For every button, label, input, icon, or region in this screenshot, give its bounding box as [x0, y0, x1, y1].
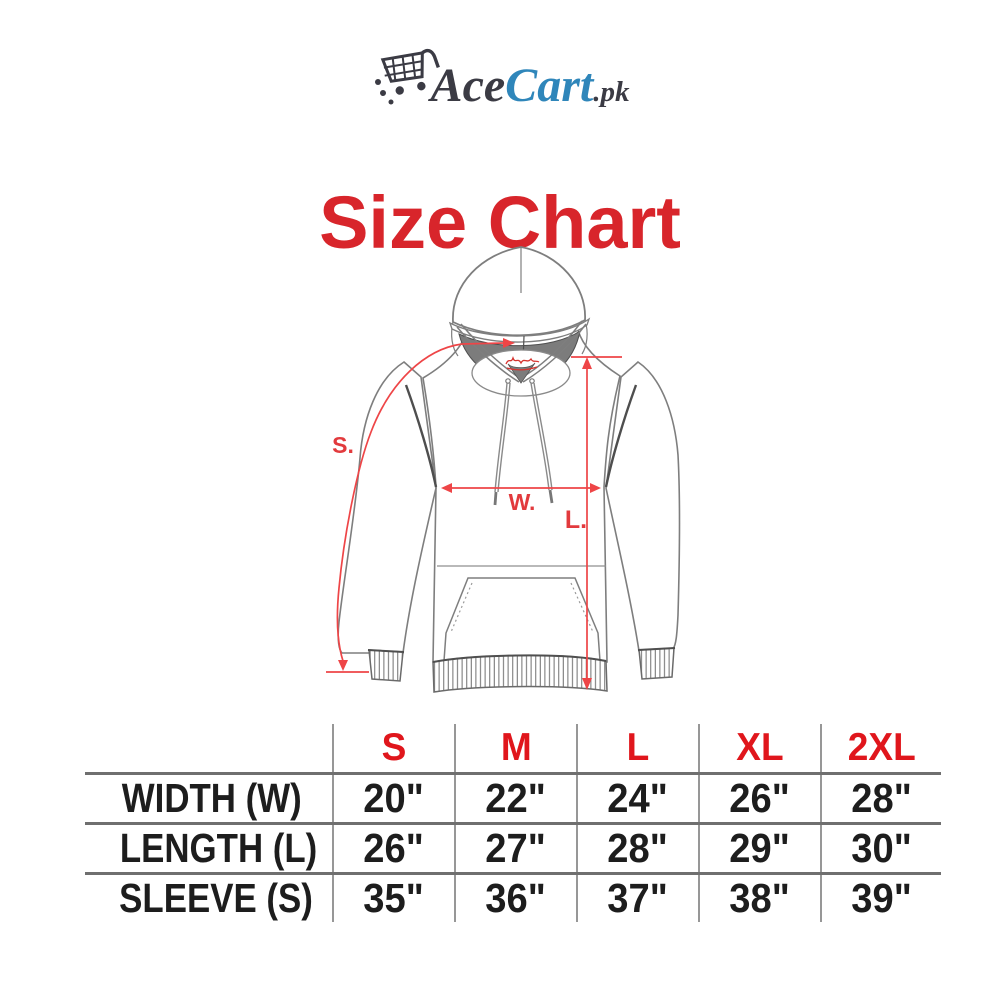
left-grommet — [505, 378, 511, 384]
kangaroo-pocket — [443, 577, 601, 662]
hem-ribbing — [432, 654, 608, 693]
brand-wordmark: AceCart.pk — [431, 62, 630, 110]
cell-value: 36" — [485, 875, 547, 921]
row-label: LENGTH (L) — [119, 825, 318, 871]
column-header-label: 2XL — [847, 726, 916, 769]
width-value-s: 20" — [332, 772, 455, 824]
raglan-seam-left — [404, 384, 438, 488]
brand-logo: AceCart.pk — [0, 38, 1000, 110]
row-label-length: LENGTH (L) — [85, 822, 333, 874]
hoodie-illustration: S. W. L. — [326, 246, 681, 693]
corner-cell — [85, 724, 333, 774]
left-cuff-top-edge — [367, 649, 405, 653]
hood-brand-script — [505, 355, 540, 371]
table-row-length: LENGTH (L) 26" 27" 28" 29" 30" — [85, 822, 941, 874]
width-arrow-left — [441, 483, 452, 493]
left-drawstring — [494, 382, 511, 493]
hood-outline — [452, 246, 586, 337]
width-measure-label: W. — [509, 489, 536, 515]
cell-value: 28" — [851, 775, 912, 821]
right-cuff-top-edge — [637, 647, 676, 651]
sleeve-arrow-top — [503, 338, 515, 348]
cell-value: 20" — [363, 775, 425, 821]
cell-value: 35" — [363, 875, 425, 921]
row-label-width: WIDTH (W) — [85, 772, 333, 824]
sleeve-value-l: 37" — [576, 872, 699, 922]
table-row-sleeve: SLEEVE (S) 35" 36" 37" 38" 39" — [85, 872, 941, 922]
column-header-label: M — [500, 726, 532, 769]
cell-value: 22" — [485, 775, 547, 821]
width-value-l: 24" — [576, 772, 699, 824]
column-header-l: L — [576, 724, 699, 774]
column-header-2xl: 2XL — [820, 724, 941, 774]
hoodie-right-sleeve — [605, 360, 681, 652]
column-header-xl: XL — [698, 724, 821, 774]
column-header-s: S — [332, 724, 455, 774]
length-value-2xl: 30" — [820, 822, 941, 874]
sleeve-value-m: 36" — [454, 872, 577, 922]
sleeve-value-s: 35" — [332, 872, 455, 922]
brand-name-cart: Cart — [505, 59, 594, 112]
right-grommet — [529, 378, 535, 384]
sleeve-value-xl: 38" — [698, 872, 821, 922]
length-measure-label: L. — [565, 506, 587, 534]
length-arrow-top — [582, 357, 592, 369]
width-value-xl: 26" — [698, 772, 821, 824]
page-title: Size Chart — [319, 180, 681, 264]
cell-value: 28" — [607, 825, 669, 871]
size-table-header-row: S M L XL 2XL — [85, 724, 941, 774]
sleeve-measure-label: S. — [332, 432, 354, 458]
cell-value: 37" — [607, 875, 669, 921]
cell-value: 39" — [851, 875, 912, 921]
right-cuff-ribbing — [638, 647, 675, 680]
hoodie-measurement-diagram: S. W. L. — [290, 238, 700, 708]
cell-value: 26" — [363, 825, 425, 871]
length-value-xl: 29" — [698, 822, 821, 874]
row-label: WIDTH (W) — [122, 775, 302, 821]
length-value-m: 27" — [454, 822, 577, 874]
column-header-label: S — [381, 726, 407, 769]
length-arrow-bottom — [582, 678, 592, 690]
width-value-2xl: 28" — [820, 772, 941, 824]
cell-value: 38" — [729, 875, 791, 921]
pocket-stitching — [450, 582, 594, 633]
right-drawstring-aglet — [548, 489, 554, 504]
row-label-sleeve: SLEEVE (S) — [85, 872, 333, 922]
flap-v-notch — [507, 362, 536, 384]
length-value-s: 26" — [332, 822, 455, 874]
length-value-l: 28" — [576, 822, 699, 874]
column-header-label: L — [626, 726, 650, 769]
cell-value: 30" — [851, 825, 912, 871]
sleeve-measure-line — [336, 342, 505, 662]
brand-name-ace: Ace — [430, 59, 506, 112]
hoodie-left-sleeve — [337, 361, 437, 654]
right-drawstring — [530, 382, 553, 491]
brand-suffix-pk: .pk — [593, 76, 630, 108]
width-arrow-right — [590, 483, 601, 493]
left-cuff-ribbing — [368, 649, 404, 682]
cell-value: 26" — [729, 775, 791, 821]
sleeve-arrow-bottom — [338, 660, 348, 671]
column-header-label: XL — [736, 726, 784, 769]
width-value-m: 22" — [454, 772, 577, 824]
cell-value: 24" — [607, 775, 669, 821]
cell-value: 29" — [729, 825, 791, 871]
row-label: SLEEVE (S) — [119, 875, 313, 921]
cell-value: 27" — [485, 825, 547, 871]
hood-brim — [448, 317, 591, 343]
left-drawstring-aglet — [493, 491, 498, 506]
column-header-m: M — [454, 724, 577, 774]
sleeve-value-2xl: 39" — [820, 872, 941, 922]
size-table: S M L XL 2XL WIDTH (W) 20" 22" 24" 26" 2… — [85, 724, 941, 922]
table-row-width: WIDTH (W) 20" 22" 24" 26" 28" — [85, 772, 941, 824]
shopping-cart-icon — [374, 48, 440, 105]
raglan-seam-right — [604, 384, 638, 488]
